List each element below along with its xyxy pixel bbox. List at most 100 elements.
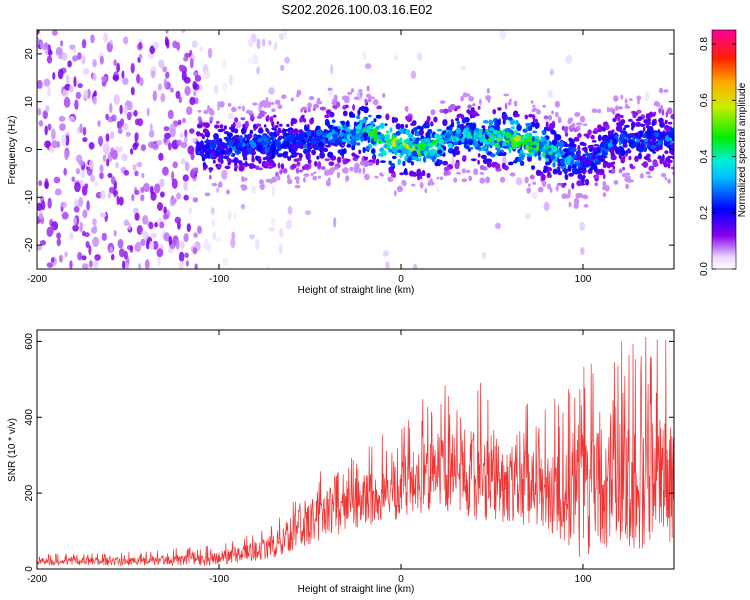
heatmap-cell	[629, 140, 634, 145]
heatmap-cell	[456, 171, 462, 175]
heatmap-cell	[323, 129, 328, 134]
heatmap-cell	[244, 134, 248, 139]
heatmap-cell	[478, 131, 482, 138]
heatmap-cell	[442, 160, 449, 166]
heatmap-cell	[64, 150, 69, 161]
heatmap-cell	[508, 146, 512, 154]
spectrogram-heatmap	[37, 30, 674, 269]
heatmap-cell	[317, 175, 322, 179]
heatmap-cell	[568, 137, 572, 142]
heatmap-cell	[325, 144, 331, 148]
heatmap-cell	[572, 127, 578, 131]
heatmap-cell	[81, 263, 89, 269]
heatmap-cell	[488, 127, 495, 132]
heatmap-cell	[624, 124, 630, 128]
heatmap-cell	[60, 201, 67, 208]
heatmap-cell	[554, 100, 561, 108]
heatmap-cell	[265, 178, 272, 183]
heatmap-cell	[346, 95, 350, 102]
heatmap-cell	[303, 118, 307, 123]
heatmap-cell	[82, 230, 86, 237]
heatmap-cell	[427, 142, 434, 148]
heatmap-cell	[37, 79, 43, 89]
heatmap-cell	[333, 94, 338, 100]
heatmap-cell	[216, 141, 221, 146]
heatmap-cell	[158, 59, 165, 69]
heatmap-cell	[295, 167, 300, 174]
heatmap-cell	[279, 32, 284, 41]
heatmap-cell	[383, 144, 388, 149]
heatmap-cell	[267, 166, 273, 169]
spectrogram-x-label: Height of straight line (km)	[298, 285, 415, 296]
heatmap-cell	[540, 135, 544, 142]
heatmap-cell	[99, 172, 104, 180]
heatmap-cell	[38, 213, 44, 220]
heatmap-cell	[190, 152, 195, 161]
heatmap-cell	[552, 168, 559, 175]
heatmap-cell	[164, 36, 169, 47]
heatmap-cell	[304, 124, 308, 132]
heatmap-cell	[203, 238, 208, 250]
heatmap-cell	[467, 110, 473, 115]
y-tick-label: 0	[24, 146, 35, 152]
heatmap-cell	[392, 141, 396, 148]
snr-panel: -200 -100 0 100 0 200 400 600 Height of straig…	[7, 329, 675, 595]
heatmap-cell	[163, 213, 169, 220]
heatmap-cell	[276, 121, 280, 125]
heatmap-cell	[256, 38, 261, 50]
heatmap-cell	[172, 161, 179, 169]
heatmap-cell	[89, 174, 96, 183]
heatmap-cell	[280, 64, 285, 72]
heatmap-cell	[529, 141, 533, 147]
heatmap-cell	[620, 133, 626, 138]
heatmap-cell	[406, 116, 413, 123]
heatmap-cell	[484, 141, 490, 145]
heatmap-cell	[164, 132, 171, 140]
heatmap-cell	[408, 141, 413, 149]
heatmap-cell	[227, 102, 232, 107]
heatmap-cell	[624, 98, 628, 104]
heatmap-cell	[464, 116, 469, 122]
heatmap-cell	[151, 70, 155, 79]
heatmap-cell	[168, 142, 172, 151]
heatmap-cell	[417, 168, 421, 175]
heatmap-cell	[103, 32, 108, 43]
heatmap-cell	[397, 158, 402, 166]
heatmap-cell	[134, 170, 139, 177]
heatmap-cell	[549, 68, 554, 76]
heatmap-cell	[141, 230, 146, 237]
heatmap-cell	[443, 108, 449, 114]
heatmap-cell	[178, 260, 184, 269]
heatmap-cell	[313, 103, 320, 109]
heatmap-cell	[363, 156, 369, 161]
heatmap-cell	[393, 190, 397, 197]
heatmap-cell	[375, 114, 382, 119]
heatmap-cell	[373, 118, 377, 123]
heatmap-cell	[433, 116, 438, 123]
heatmap-cell	[388, 166, 395, 172]
heatmap-cell	[47, 123, 52, 131]
heatmap-cell	[639, 174, 645, 179]
heatmap-cell	[505, 132, 512, 139]
heatmap-cell	[233, 157, 238, 165]
colorbar-scale	[711, 29, 737, 270]
heatmap-cell	[236, 142, 243, 147]
heatmap-cell	[119, 248, 125, 258]
heatmap-cell	[495, 163, 501, 170]
heatmap-cell	[403, 180, 407, 187]
heatmap-cell	[377, 140, 382, 144]
heatmap-cell	[97, 135, 104, 146]
heatmap-cell	[211, 219, 216, 227]
heatmap-cell	[136, 225, 143, 235]
heatmap-cell	[437, 149, 443, 155]
heatmap-cell	[333, 166, 339, 170]
heatmap-cell	[430, 109, 436, 116]
heatmap-cell	[204, 164, 208, 170]
heatmap-cell	[263, 124, 267, 128]
heatmap-cell	[78, 197, 84, 207]
heatmap-cell	[568, 172, 574, 177]
heatmap-cell	[54, 188, 62, 196]
heatmap-cell	[633, 143, 637, 148]
heatmap-cell	[253, 127, 257, 131]
snr-y-label: SNR (10 * v/v)	[7, 418, 18, 482]
